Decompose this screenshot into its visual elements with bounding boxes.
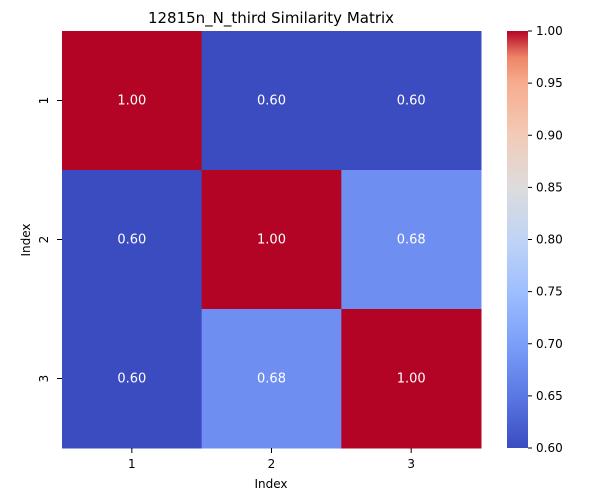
heatmap-cells bbox=[62, 31, 482, 449]
colorbar-tick-label: 0.95 bbox=[536, 76, 563, 90]
colorbar bbox=[507, 31, 528, 448]
colorbar-tick-label: 1.00 bbox=[536, 24, 563, 38]
heatmap-cell bbox=[341, 31, 482, 171]
heatmap-cell-labels: 1.00 0.60 0.60 0.60 1.00 0.68 0.60 0.68 1.00 bbox=[117, 94, 425, 387]
x-axis-label: Index bbox=[254, 477, 287, 491]
cell-value-label: 1.00 bbox=[117, 94, 146, 109]
colorbar-tick-label: 0.80 bbox=[536, 233, 563, 247]
cell-value-label: 1.00 bbox=[397, 372, 426, 387]
heatmap-cell bbox=[201, 170, 342, 310]
cell-value-label: 0.68 bbox=[397, 233, 426, 248]
colorbar-tick-label: 0.70 bbox=[536, 337, 563, 351]
x-tick-label: 2 bbox=[268, 457, 276, 471]
colorbar-tick-label: 0.65 bbox=[536, 389, 563, 403]
y-tick-label: 1 bbox=[37, 97, 51, 105]
heatmap-cell bbox=[341, 309, 482, 449]
x-tick-label: 3 bbox=[407, 457, 415, 471]
heatmap-cell bbox=[201, 309, 342, 449]
cell-value-label: 1.00 bbox=[257, 233, 286, 248]
x-tick-label: 1 bbox=[128, 457, 136, 471]
x-axis: 1 2 3 bbox=[128, 448, 415, 471]
y-axis: 1 2 3 bbox=[37, 97, 62, 383]
colorbar-tick-label: 0.85 bbox=[536, 180, 563, 194]
chart-title: 12815n_N_third Similarity Matrix bbox=[148, 9, 394, 28]
y-axis-label: Index bbox=[19, 223, 33, 256]
heatmap-cell bbox=[62, 31, 203, 171]
cell-value-label: 0.60 bbox=[397, 94, 426, 109]
colorbar-tick-label: 0.90 bbox=[536, 128, 563, 142]
cell-value-label: 0.60 bbox=[117, 233, 146, 248]
cell-value-label: 0.60 bbox=[257, 94, 286, 109]
y-tick-label: 2 bbox=[37, 236, 51, 244]
y-tick-label: 3 bbox=[37, 375, 51, 383]
cell-value-label: 0.60 bbox=[117, 372, 146, 387]
heatmap-cell bbox=[62, 170, 203, 310]
colorbar-tick-label: 0.60 bbox=[536, 441, 563, 455]
heatmap-cell bbox=[341, 170, 482, 310]
cell-value-label: 0.68 bbox=[257, 372, 286, 387]
heatmap-cell bbox=[62, 309, 203, 449]
heatmap-cell bbox=[201, 31, 342, 171]
colorbar-ticks: 0.60 0.65 0.70 0.75 0.80 0.85 0.90 0.95 1.00 bbox=[528, 24, 563, 455]
colorbar-tick-label: 0.75 bbox=[536, 285, 563, 299]
